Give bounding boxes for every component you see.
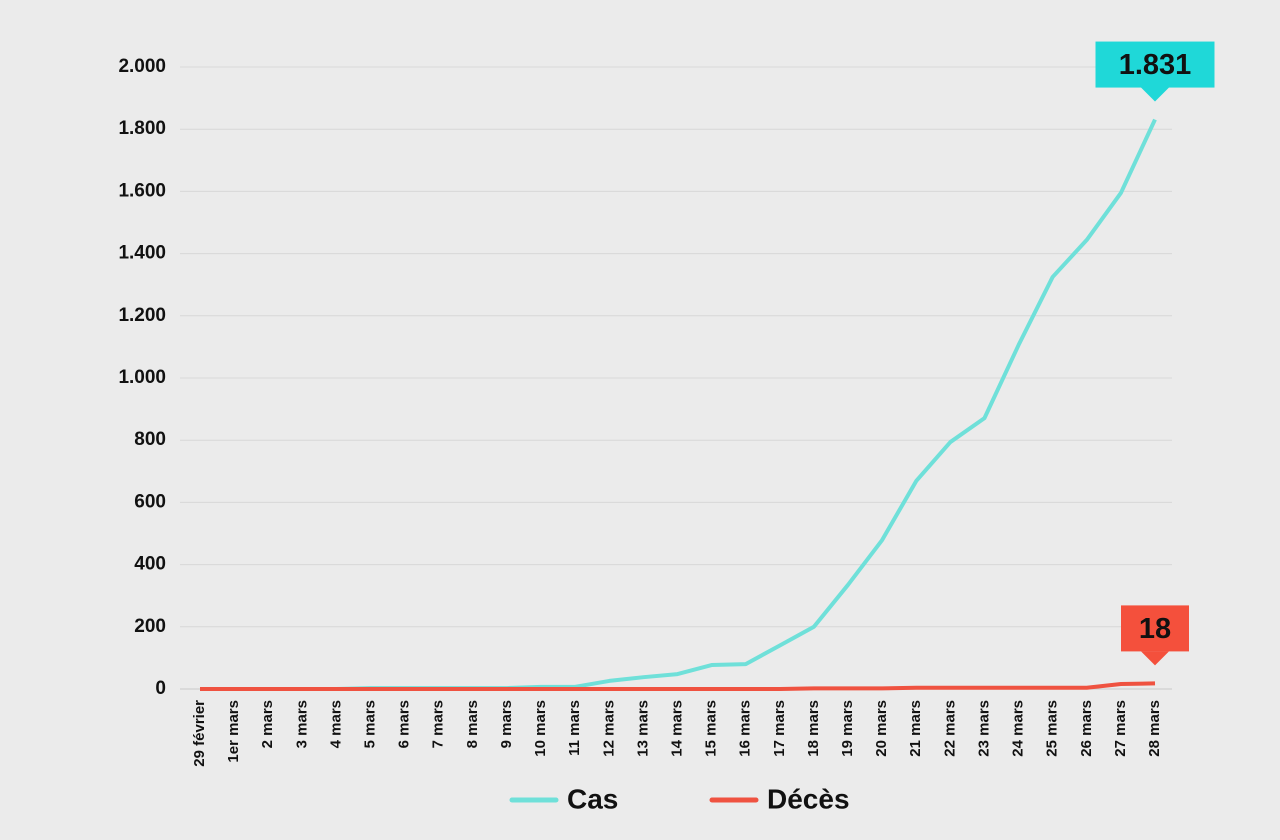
x-tick-label: 27 mars xyxy=(1112,700,1129,757)
x-tick-label: 8 mars xyxy=(464,700,481,748)
x-tick-label: 3 mars xyxy=(293,700,310,748)
callout: 1.831 xyxy=(1095,41,1215,102)
value-label: 1.831 xyxy=(1119,49,1192,81)
callout-box xyxy=(1095,41,1215,88)
callout: 18 xyxy=(1121,605,1189,666)
y-tick-label: 1.600 xyxy=(118,180,166,201)
x-tick-label: 1er mars xyxy=(225,700,242,763)
x-tick-label: 15 mars xyxy=(703,700,720,757)
legend-item: Décès xyxy=(709,783,850,814)
y-tick-label: 2.000 xyxy=(118,56,166,77)
x-tick-label: 6 mars xyxy=(396,700,413,748)
x-tick-label: 12 mars xyxy=(600,700,617,757)
data-line xyxy=(200,681,1156,691)
y-tick-label: 600 xyxy=(134,491,166,512)
x-tick-label: 14 mars xyxy=(668,700,685,757)
y-tick-label: 800 xyxy=(134,429,166,450)
x-tick-label: 10 mars xyxy=(532,700,549,757)
y-tick-label: 0 xyxy=(155,678,166,699)
x-tick-label: 22 mars xyxy=(941,700,958,757)
x-tick-label: 20 mars xyxy=(873,700,890,757)
x-tick-label: 7 mars xyxy=(430,700,447,748)
y-tick-label: 1.200 xyxy=(118,305,166,326)
x-tick-label: 24 mars xyxy=(1010,700,1027,757)
y-tick-label: 1.400 xyxy=(118,243,166,264)
callout-pointer xyxy=(1141,87,1169,102)
callout-box xyxy=(1121,605,1189,652)
legend-item: Cas xyxy=(509,783,618,814)
x-tick-label: 13 mars xyxy=(634,700,651,757)
callout-pointer xyxy=(1141,651,1169,666)
y-tick-label: 200 xyxy=(134,616,166,637)
x-tick-label: 16 mars xyxy=(737,700,754,757)
x-tick-label: 29 février xyxy=(191,700,208,767)
x-tick-label: 18 mars xyxy=(805,700,822,757)
legend-label: Décès xyxy=(767,783,850,814)
x-tick-label: 9 mars xyxy=(498,700,515,748)
x-tick-label: 5 mars xyxy=(362,700,379,748)
y-tick-label: 400 xyxy=(134,554,166,575)
x-tick-label: 25 mars xyxy=(1044,700,1061,757)
y-tick-label: 1.800 xyxy=(118,118,166,139)
data-line xyxy=(200,118,1157,691)
x-tick-label: 19 mars xyxy=(839,700,856,757)
value-label: 18 xyxy=(1139,613,1171,645)
x-tick-label: 21 mars xyxy=(907,700,924,757)
x-tick-label: 2 mars xyxy=(259,700,276,748)
x-tick-label: 4 mars xyxy=(327,700,344,748)
y-tick-label: 1.000 xyxy=(118,367,166,388)
x-tick-label: 28 mars xyxy=(1146,700,1163,757)
x-tick-label: 23 mars xyxy=(975,700,992,757)
legend-label: Cas xyxy=(567,783,618,814)
x-tick-label: 11 mars xyxy=(566,700,583,756)
x-tick-label: 17 mars xyxy=(771,700,788,757)
x-tick-label: 26 mars xyxy=(1078,700,1095,757)
